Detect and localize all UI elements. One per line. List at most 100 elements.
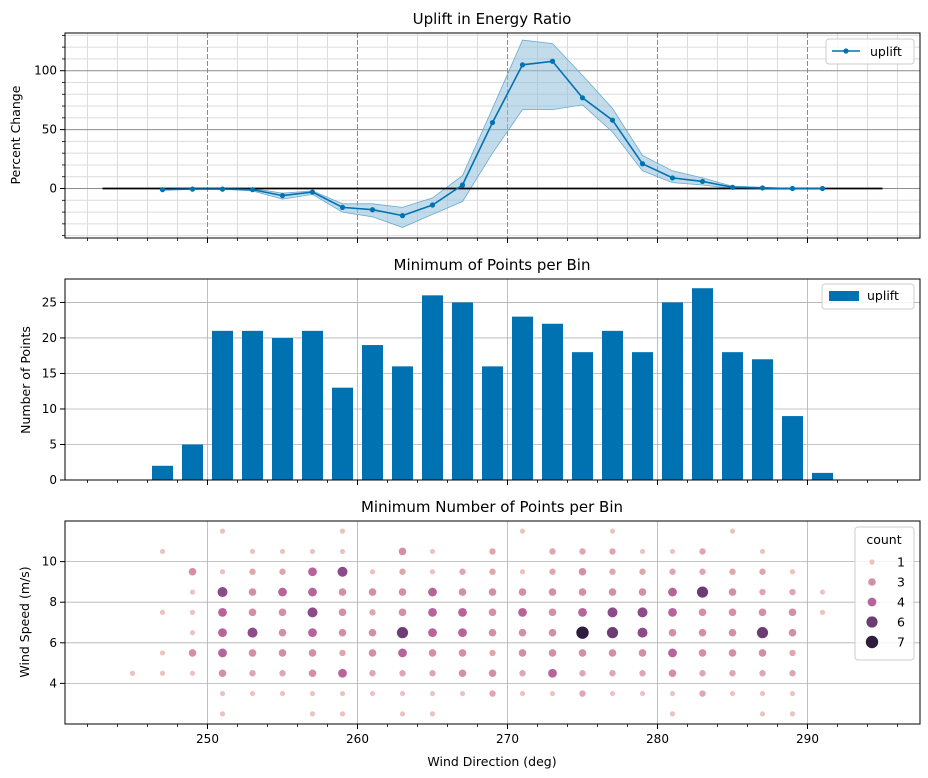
scatter-point — [218, 628, 227, 638]
scatter-point — [756, 627, 769, 639]
scatter-point — [549, 548, 556, 555]
scatter-point — [399, 568, 406, 575]
scatter-point — [398, 547, 407, 556]
panel-scatter: 250 260 270 280 290 4 6 8 10 Minimum Number of P… — [17, 498, 921, 769]
scatter-point — [458, 649, 467, 657]
scatter-point — [789, 711, 796, 717]
scatter-point — [248, 608, 257, 617]
bar — [752, 359, 773, 480]
scatter-point — [519, 528, 526, 534]
scatter-point — [219, 528, 226, 534]
scatter-point — [789, 588, 796, 596]
bar — [602, 330, 623, 480]
scatter-point — [759, 568, 766, 575]
scatter-point — [669, 711, 676, 717]
scatter-point — [609, 690, 616, 697]
scatter-point — [249, 670, 256, 677]
axes-frame — [64, 520, 921, 725]
scatter-point — [188, 567, 197, 576]
ticks: 250 260 270 280 290 4 6 8 10 — [42, 555, 898, 746]
y-tick-label: 4 — [49, 676, 57, 690]
bar — [272, 337, 293, 480]
scatter-point — [518, 607, 527, 617]
plot-area — [152, 288, 833, 480]
scatter-point — [698, 608, 707, 617]
scatter-point — [159, 609, 166, 615]
scatter-point — [308, 649, 317, 657]
scatter-point — [459, 568, 466, 575]
uplift-point — [489, 119, 496, 126]
uplift-point — [579, 95, 586, 101]
scatter-point — [399, 670, 406, 677]
legend: uplift — [825, 38, 915, 65]
uplift-point — [609, 117, 616, 123]
scatter-point — [549, 690, 556, 697]
scatter-point — [759, 690, 766, 697]
scatter-point — [458, 607, 467, 617]
scatter-point — [579, 670, 586, 677]
y-tick-label: 10 — [42, 402, 57, 416]
bar — [152, 465, 173, 480]
scatter-point — [458, 628, 467, 638]
scatter-point — [819, 609, 826, 615]
scatter-point — [488, 628, 497, 637]
scatter-point — [519, 569, 526, 575]
scatter-point — [788, 608, 797, 617]
scatter-point — [337, 566, 348, 577]
axes-frame — [64, 278, 921, 481]
scatter-point — [638, 649, 647, 657]
scatter-point — [578, 567, 587, 576]
scatter-point — [609, 528, 616, 534]
bar — [392, 366, 413, 480]
scatter-point — [339, 548, 346, 555]
y-axis-label: Percent Change — [8, 85, 23, 184]
scatter-point — [338, 628, 347, 637]
scatter-point — [338, 588, 347, 596]
scatter-point — [489, 690, 496, 697]
scatter-point — [249, 548, 256, 555]
scatter-point — [429, 690, 436, 697]
scatter-point — [369, 670, 376, 677]
scatter-point — [308, 587, 317, 597]
bar — [692, 288, 713, 480]
scatter-point — [429, 548, 436, 555]
scatter-point — [369, 690, 376, 697]
panel-points-per-bin: 0 5 10 15 20 25 Minimum of Points per Bin Num… — [18, 256, 921, 487]
scatter-point — [608, 649, 617, 657]
scatter-point — [369, 609, 376, 616]
plot-area — [102, 39, 883, 228]
scatter-point — [339, 690, 346, 697]
scatter-point — [728, 608, 737, 617]
scatter-point — [578, 607, 587, 617]
bar — [452, 302, 473, 480]
legend-marker — [866, 616, 878, 628]
scatter-point — [219, 690, 226, 697]
scatter-point — [219, 569, 226, 575]
scatter-point — [668, 587, 677, 597]
uplift-point — [339, 204, 346, 210]
scatter-point — [488, 669, 497, 678]
legend-label: uplift — [867, 288, 899, 303]
scatter-point — [279, 568, 286, 575]
scatter-point — [248, 649, 257, 657]
scatter-point — [607, 607, 618, 618]
panel-title: Uplift in Energy Ratio — [413, 10, 572, 28]
scatter-point — [729, 568, 736, 575]
bar — [812, 472, 833, 480]
bar — [212, 330, 233, 480]
scatter-point — [248, 588, 257, 596]
legend-label: uplift — [870, 44, 902, 59]
scatter-point — [249, 690, 256, 697]
scatter-point — [308, 567, 317, 577]
scatter-point — [428, 628, 437, 638]
scatter-point — [399, 690, 406, 697]
legend-marker — [868, 578, 876, 586]
legend-box — [825, 38, 915, 65]
scatter-point — [729, 670, 736, 677]
scatter-point — [429, 569, 436, 575]
scatter-point — [609, 548, 616, 555]
scatter-point — [548, 668, 557, 678]
uplift-point — [189, 186, 196, 192]
legend-label: 6 — [897, 615, 905, 630]
scatter-point — [637, 627, 648, 638]
